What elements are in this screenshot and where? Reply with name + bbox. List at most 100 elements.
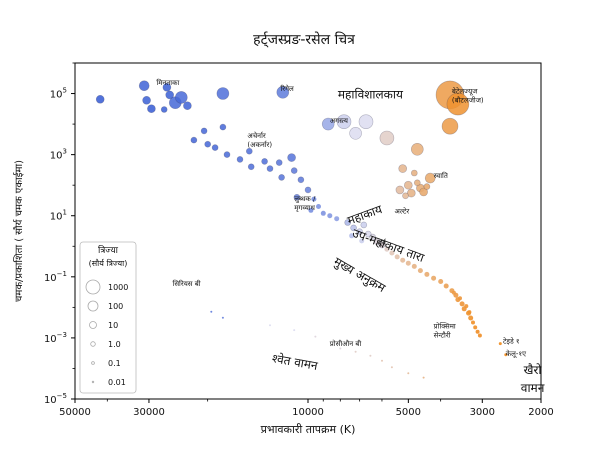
star-point [384,246,390,252]
star-point [344,219,352,226]
star-point [431,275,437,281]
star-point [356,228,363,235]
legend-marker [85,279,101,295]
star-point [247,163,255,171]
star-point [160,106,168,113]
x-tick-label: 3000 [470,407,495,418]
star-point [422,376,425,379]
star-point [411,263,417,269]
star-point [406,188,416,198]
star-point [359,238,365,244]
star-point [138,80,150,91]
star-point [459,301,465,307]
star-point [400,257,406,263]
star-point [395,185,405,195]
star-point [304,186,312,194]
y-tick-base: 10 [44,334,57,345]
star-point [216,87,230,100]
star-label-line2: (बौटलजीज) [452,96,484,105]
star-point [175,91,188,104]
y-tick-base: 10 [44,273,57,284]
star-point [261,158,268,165]
star-point [142,96,151,105]
star-point [390,366,393,369]
star-point [336,114,352,129]
star-point [246,147,253,155]
y-tick-exponent: −3 [57,331,67,339]
star-point [360,221,368,229]
star-point [364,230,372,238]
star-point [369,233,376,241]
star-point [287,153,296,162]
y-tick-label: 105 [50,87,67,101]
star-point [266,165,274,172]
star-point [407,372,410,375]
star-point [165,90,174,100]
star-label: रिगेल [280,84,294,93]
star-point [339,347,342,350]
star-point [349,233,355,239]
region-label: मुख्य अनुक्रम [331,254,389,296]
star-point [211,144,219,151]
star-label: प्रोसीऔन बी [330,339,362,348]
star-point [320,210,326,216]
star-point [210,310,213,313]
y-tick-base: 10 [50,90,63,101]
star-point [204,140,211,148]
legend-label: 10 [108,321,118,330]
star-point [402,192,409,200]
chart-title: हर्ट्जस्प्रङ-रसेल चित्र [253,31,355,48]
legend: त्रिज्या (सौर्य त्रिज्या) 1000 100 10 1.0 0.… [79,241,137,394]
star-point [369,354,372,357]
y-tick-label: 10−1 [44,270,67,284]
star-point [95,95,105,104]
star-label: केलू-१ए [506,349,526,358]
y-tick-label: 10−3 [44,331,67,345]
legend-label: 0.1 [108,359,121,368]
y-tick-label: 10−5 [44,392,67,406]
star-point [413,179,421,187]
star-point [147,104,156,113]
labels-layer: महाविशालकायमहाकायउप-महाकाय तारामुख्य अनु… [156,78,544,395]
star-point [423,183,431,190]
star-point [405,260,411,266]
star-point [334,216,340,222]
legend-marker [87,300,99,312]
star-point [276,86,290,99]
star-point [162,83,172,92]
star-label: लुब्धक / [294,195,316,203]
legend-label: 100 [108,302,123,311]
star-label: मिनताका [156,78,179,87]
y-tick-exponent: 5 [63,87,67,95]
y-tick-label: 103 [50,148,67,162]
legend-marker [91,380,95,384]
star-point [200,127,208,135]
star-point [354,350,357,353]
star-point [350,224,357,232]
star-point [378,241,386,249]
star-label: सिरियस बी [173,279,201,288]
y-tick-base: 10 [50,212,63,223]
star-point [311,196,317,202]
x-tick-label: 10000 [292,407,324,418]
star-label-line2: मृगव्याध [294,204,315,212]
y-tick-base: 10 [50,151,63,162]
legend-title-line2: (सौर्य त्रिज्या) [89,258,128,268]
star-label-line2: (अकर्नार) [247,140,272,149]
star-point [467,310,472,315]
x-tick-label: 2000 [528,407,553,418]
star-point [349,127,362,140]
legend-title-line1: त्रिज्या [98,244,119,256]
star-point [458,296,462,301]
star-label-line2: सेन्टौरी [434,331,451,340]
star-point [424,271,430,277]
star-point [417,268,423,274]
star-point [308,207,314,213]
star-point [321,117,335,131]
star-point [316,204,321,209]
legend-label: 1000 [108,283,128,292]
stars-layer [95,80,508,379]
y-tick-exponent: 3 [63,148,67,156]
star-label: सूर्य [377,238,387,247]
region-label: श्वेत वामन [271,351,319,373]
